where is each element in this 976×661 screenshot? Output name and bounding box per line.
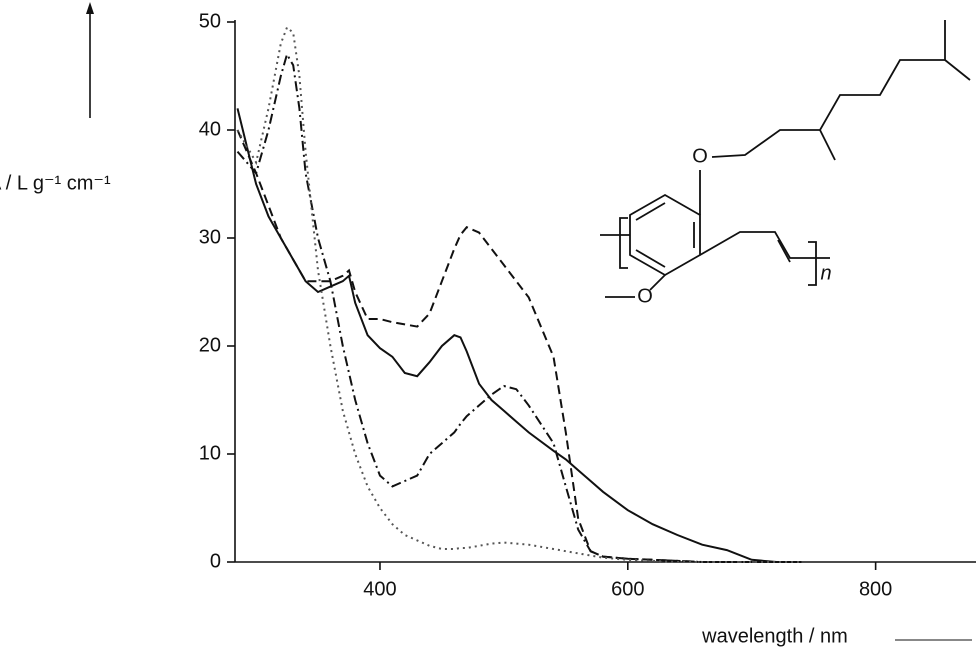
y-arrow-head (86, 2, 94, 14)
bond (635, 202, 666, 221)
x-tick-label: 600 (611, 578, 644, 600)
series-line (236, 108, 802, 563)
y-tick-label: 40 (199, 118, 221, 140)
vinylene (699, 231, 830, 259)
x-tick-label: 800 (859, 578, 892, 600)
y-axis-label: A / L g⁻¹ cm⁻¹ (0, 172, 111, 194)
atom-label: O (637, 285, 653, 307)
bond (944, 59, 971, 81)
y-tick-label: 10 (199, 442, 221, 464)
x-tick-label: 400 (363, 578, 396, 600)
series-line (236, 25, 802, 563)
benzene-ring (629, 193, 701, 277)
y-tick-label: 50 (199, 10, 221, 32)
repeat-label: n (820, 262, 831, 284)
structure: O O n (600, 20, 971, 307)
y-tick-label: 0 (210, 550, 221, 572)
series-line (236, 129, 802, 563)
bond (649, 274, 666, 291)
bracket (619, 217, 628, 269)
bond (819, 129, 836, 161)
bond (635, 249, 666, 268)
bracket (808, 241, 817, 286)
bond (777, 239, 791, 263)
y-tick-label: 30 (199, 226, 221, 248)
y-tick-label: 20 (199, 334, 221, 356)
atom-label: O (692, 145, 708, 167)
series-line (236, 51, 802, 563)
x-axis-label: wavelength / nm (701, 625, 848, 647)
side-chain (711, 20, 946, 158)
